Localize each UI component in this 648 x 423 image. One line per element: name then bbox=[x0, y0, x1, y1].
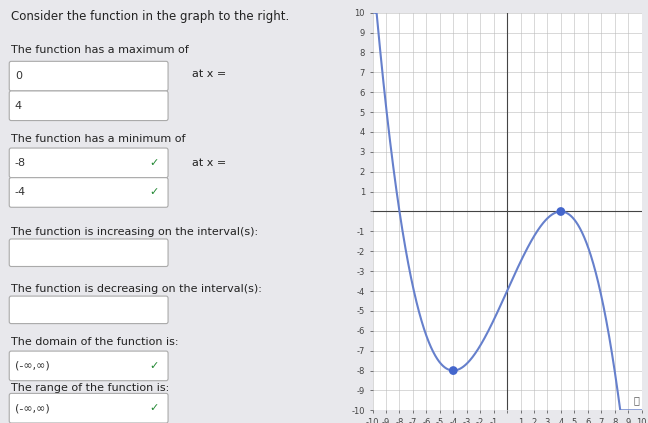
FancyBboxPatch shape bbox=[9, 239, 168, 266]
Text: 🔍: 🔍 bbox=[633, 396, 639, 405]
Point bbox=[555, 208, 566, 215]
Text: 4: 4 bbox=[15, 101, 22, 111]
Text: The function is decreasing on the interval(s):: The function is decreasing on the interv… bbox=[11, 284, 262, 294]
Text: at x =: at x = bbox=[192, 69, 226, 79]
FancyBboxPatch shape bbox=[9, 178, 168, 207]
Text: (-∞,∞): (-∞,∞) bbox=[15, 403, 49, 413]
Text: ✓: ✓ bbox=[150, 187, 159, 198]
Point bbox=[448, 367, 458, 374]
Text: Consider the function in the graph to the right.: Consider the function in the graph to th… bbox=[11, 10, 289, 23]
Text: The domain of the function is:: The domain of the function is: bbox=[11, 337, 179, 347]
FancyBboxPatch shape bbox=[9, 61, 168, 91]
Text: 0: 0 bbox=[15, 71, 22, 81]
FancyBboxPatch shape bbox=[9, 351, 168, 381]
Text: -8: -8 bbox=[15, 158, 26, 168]
FancyBboxPatch shape bbox=[9, 91, 168, 121]
Text: at x =: at x = bbox=[192, 158, 226, 168]
Text: -4: -4 bbox=[15, 187, 26, 198]
Text: The function has a maximum of: The function has a maximum of bbox=[11, 45, 189, 55]
Text: ✓: ✓ bbox=[150, 158, 159, 168]
Text: (-∞,∞): (-∞,∞) bbox=[15, 361, 49, 371]
FancyBboxPatch shape bbox=[9, 393, 168, 423]
Text: ✓: ✓ bbox=[150, 361, 159, 371]
FancyBboxPatch shape bbox=[9, 296, 168, 324]
Text: The function is increasing on the interval(s):: The function is increasing on the interv… bbox=[11, 227, 258, 237]
Text: ✓: ✓ bbox=[150, 403, 159, 413]
Text: The range of the function is:: The range of the function is: bbox=[11, 383, 169, 393]
Text: The function has a minimum of: The function has a minimum of bbox=[11, 134, 185, 144]
FancyBboxPatch shape bbox=[9, 148, 168, 178]
